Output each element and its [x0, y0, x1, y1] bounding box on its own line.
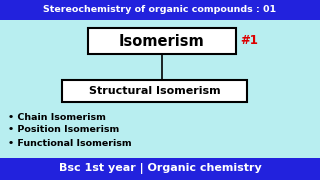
- Bar: [62, 80, 247, 102]
- Text: Isomerism: Isomerism: [119, 33, 205, 48]
- Text: Structural Isomerism: Structural Isomerism: [89, 86, 220, 96]
- Text: Stereochemistry of organic compounds : 01: Stereochemistry of organic compounds : 0…: [44, 6, 276, 15]
- Text: Bsc 1st year | Organic chemistry: Bsc 1st year | Organic chemistry: [59, 163, 261, 174]
- Bar: [88, 28, 236, 54]
- Text: #1: #1: [240, 35, 258, 48]
- Bar: [0, 158, 320, 180]
- Text: • Chain Isomerism: • Chain Isomerism: [8, 112, 106, 122]
- Text: • Position Isomerism: • Position Isomerism: [8, 125, 119, 134]
- Text: • Functional Isomerism: • Functional Isomerism: [8, 138, 132, 147]
- Bar: [0, 0, 320, 20]
